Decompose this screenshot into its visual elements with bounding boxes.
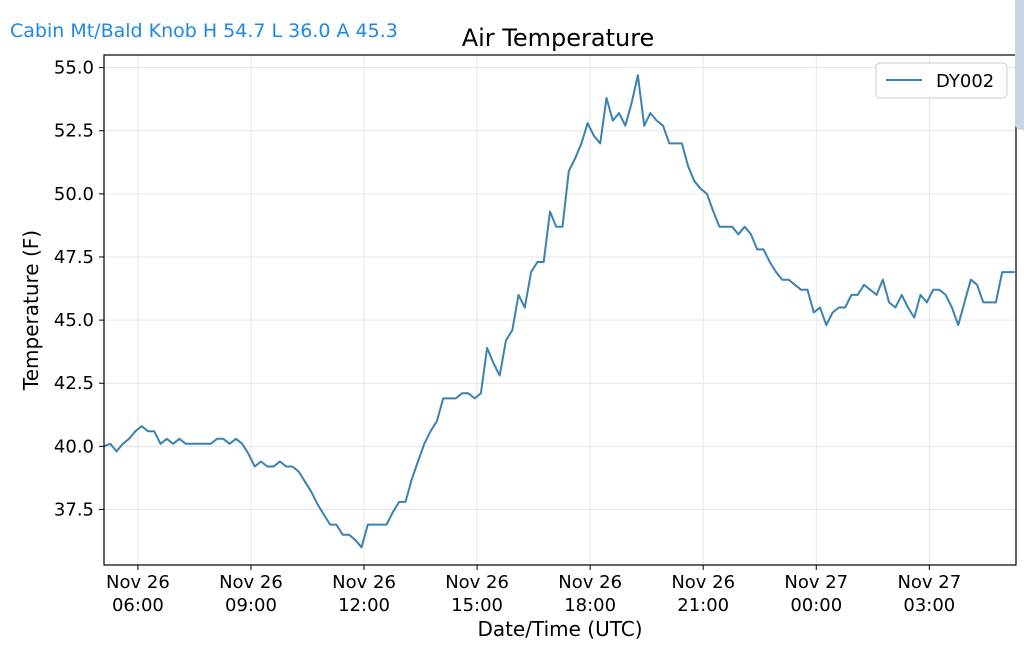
plot-frame (103, 54, 1017, 566)
series-layer (103, 74, 1015, 549)
x-tick-label-date: Nov 27 (784, 572, 848, 593)
x-tick-label-time: 06:00 (112, 595, 164, 616)
panel-edge-handle[interactable] (1015, 0, 1024, 130)
y-tick-label: 55.0 (54, 58, 94, 79)
grid-lines (104, 55, 1016, 565)
x-tick-label-time: 12:00 (338, 595, 390, 616)
legend-box (875, 62, 1008, 99)
x-axis-label: Date/Time (UTC) (477, 617, 642, 641)
x-tick-label-time: 03:00 (903, 595, 955, 616)
y-tick-label: 42.5 (54, 373, 94, 394)
x-tick-label-time: 15:00 (451, 595, 503, 616)
y-tick-label: 45.0 (54, 310, 94, 331)
y-axis-label: Temperature (F) (19, 230, 43, 391)
x-tick-label-date: Nov 26 (219, 572, 283, 593)
y-tick-label: 50.0 (54, 184, 94, 205)
station-summary-link[interactable]: Cabin Mt/Bald Knob H 54.7 L 36.0 A 45.3 (10, 20, 398, 42)
x-tick-label-date: Nov 26 (558, 572, 622, 593)
y-tick-label: 52.5 (54, 121, 94, 142)
chart-title: Air Temperature (462, 24, 655, 52)
y-tick-label: 37.5 (54, 499, 94, 520)
x-tick-label-date: Nov 26 (445, 572, 509, 593)
x-tick-label-date: Nov 26 (671, 572, 735, 593)
y-tick-label: 47.5 (54, 247, 94, 268)
x-tick-label-time: 09:00 (225, 595, 277, 616)
y-tick-label: 40.0 (54, 436, 94, 457)
x-tick-label-date: Nov 26 (332, 572, 396, 593)
y-axis-ticks: 37.5 40.0 42.5 45.0 47.5 50.0 52.5 55.0 (54, 58, 104, 520)
series-line-dy002[interactable] (103, 74, 1015, 549)
legend-label-dy002: DY002 (936, 71, 994, 92)
x-tick-label-date: Nov 27 (897, 572, 961, 593)
x-tick-label-time: 21:00 (677, 595, 729, 616)
x-tick-label-time: 00:00 (790, 595, 842, 616)
legend[interactable]: DY002 (875, 62, 1008, 99)
x-tick-label-time: 18:00 (564, 595, 616, 616)
x-tick-label-date: Nov 26 (106, 572, 170, 593)
